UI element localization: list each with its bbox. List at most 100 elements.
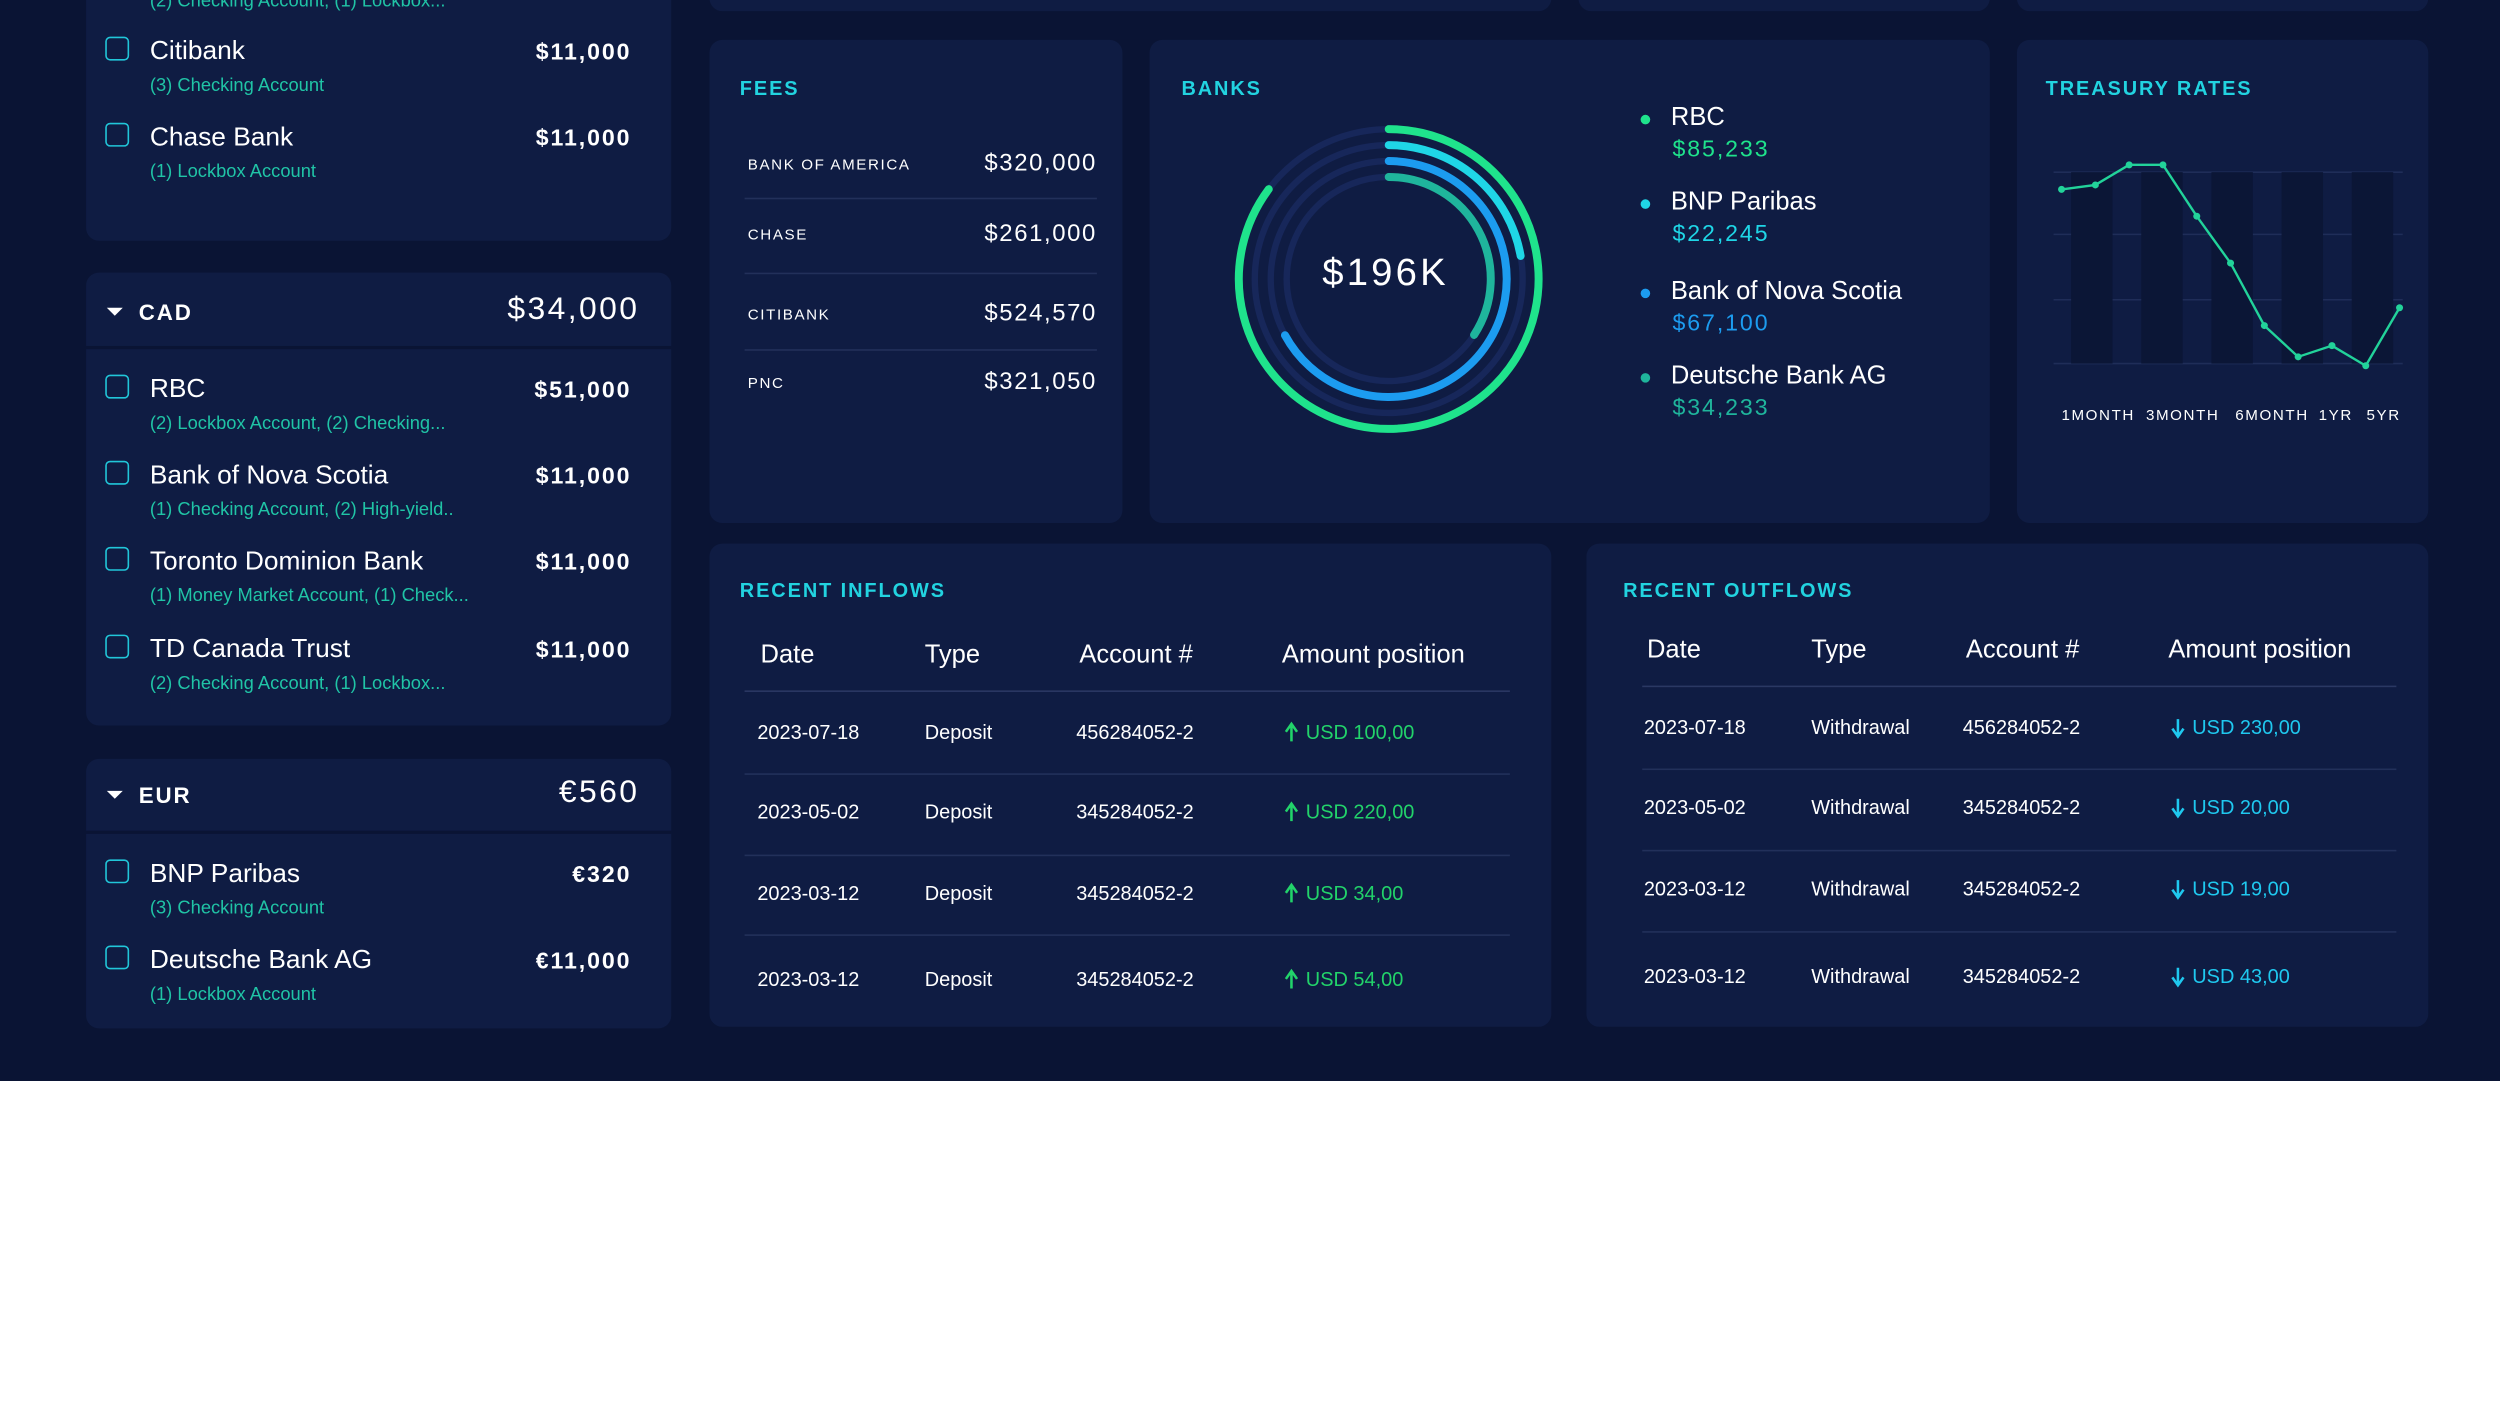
column-header: Type: [1811, 636, 1867, 664]
checkbox[interactable]: [105, 36, 130, 61]
account-subtitle: (1) Checking Account, (2) High-yield..: [149, 500, 454, 520]
top-card: [1578, 0, 1990, 12]
arrow-icon: [1284, 882, 1299, 903]
cell: 345284052-2: [1962, 796, 2081, 819]
account-subtitle: (1) Lockbox Account: [149, 162, 317, 182]
x-label: 1YR: [2318, 407, 2353, 425]
arrow-icon: [2171, 719, 2185, 739]
divider: [744, 934, 1510, 936]
account-subtitle: (2) Checking Account, (1) Lockbox...: [149, 0, 446, 12]
ring: [1384, 172, 1495, 339]
cell: Withdrawal: [1811, 796, 1910, 819]
amount: $11,000: [535, 464, 632, 490]
caret: [106, 790, 123, 799]
cell: 345284052-2: [1962, 877, 2081, 901]
caret: [106, 307, 123, 316]
fee-amount: $320,000: [984, 149, 1097, 177]
card-title: BANKS: [1181, 77, 1262, 100]
legend-value: $85,233: [1672, 137, 1770, 164]
card-title: RECENT OUTFLOWS: [1623, 579, 1854, 602]
checkbox[interactable]: [105, 859, 130, 884]
arrow-icon: [2171, 880, 2185, 900]
rate-point: [2362, 362, 2370, 370]
fee-bank: BANK OF AMERICA: [747, 156, 911, 175]
top-card: [2016, 0, 2429, 12]
currency: CAD: [138, 299, 193, 325]
account-subtitle: (2) Lockbox Account, (2) Checking...: [149, 414, 446, 434]
legend-name: Deutsche Bank AG: [1670, 362, 1887, 390]
bank-name: Bank of Nova Scotia: [149, 460, 389, 490]
checkbox[interactable]: [105, 122, 130, 147]
divider: [744, 349, 1097, 351]
bank-name: Toronto Dominion Bank: [149, 547, 424, 576]
divider: [1642, 849, 2397, 851]
bank-name: BNP Paribas: [149, 859, 301, 889]
bank-name: Citibank: [149, 36, 245, 66]
cell: Withdrawal: [1811, 716, 1910, 739]
cell: Withdrawal: [1811, 877, 1910, 901]
card-title: RECENT INFLOWS: [739, 579, 946, 602]
divider: [86, 345, 672, 350]
currency-total: $34,000: [507, 291, 640, 327]
inflows-card: [709, 543, 1552, 1027]
cell: USD 220,00: [1305, 801, 1415, 824]
checkbox[interactable]: [105, 460, 130, 485]
account-subtitle: (2) Checking Account, (1) Lockbox...: [149, 674, 446, 694]
cell: USD 100,00: [1305, 721, 1415, 744]
divider: [744, 690, 1510, 692]
checkbox[interactable]: [105, 634, 130, 659]
cell: Deposit: [924, 882, 993, 905]
bank-name: Chase Bank: [149, 122, 294, 152]
cell: 345284052-2: [1076, 882, 1194, 905]
column-band: [2281, 172, 2324, 364]
checkbox[interactable]: [105, 546, 130, 571]
checkbox[interactable]: [105, 374, 130, 399]
ring: [1384, 141, 1525, 260]
x-label: 6MONTH: [2235, 407, 2309, 425]
account-subtitle: (1) Money Market Account, (1) Check...: [149, 586, 469, 607]
rate-point: [2058, 185, 2066, 193]
cell: USD 19,00: [2192, 877, 2290, 901]
cell: 2023-03-12: [757, 882, 860, 905]
legend-dot: [1640, 373, 1651, 383]
cell: 2023-07-18: [757, 721, 860, 744]
amount: €11,000: [535, 949, 632, 975]
outflows-card: [1586, 543, 2429, 1027]
amount: $11,000: [535, 126, 632, 152]
column-header: Type: [924, 641, 981, 669]
divider: [744, 853, 1510, 856]
cell: 2023-05-02: [1643, 796, 1746, 819]
rate-point: [2193, 212, 2201, 220]
rate-point: [2159, 161, 2167, 169]
donut-total: $196K: [1322, 251, 1449, 295]
ring: [1280, 157, 1511, 401]
fees-card: [709, 39, 1123, 523]
column-header: Account #: [1965, 636, 2080, 664]
amount: $11,000: [535, 40, 632, 66]
account-subtitle: (1) Lockbox Account: [149, 985, 317, 1005]
divider: [744, 773, 1510, 775]
column-header: Amount position: [1281, 641, 1465, 669]
arrow-icon: [2171, 798, 2185, 819]
bank-name: Deutsche Bank AG: [149, 945, 373, 975]
cell: USD 20,00: [2192, 796, 2290, 819]
bank-name: RBC: [149, 374, 206, 404]
cell: Deposit: [924, 801, 993, 824]
cell: 2023-03-12: [757, 968, 860, 991]
column-header: Amount position: [2168, 636, 2352, 664]
legend-dot: [1640, 199, 1651, 209]
card-title: FEES: [739, 77, 800, 100]
fee-bank: CITIBANK: [747, 306, 831, 325]
cell: 345284052-2: [1076, 968, 1194, 991]
cell: 2023-07-18: [1643, 716, 1746, 739]
divider: [744, 197, 1097, 200]
fee-amount: $524,570: [984, 299, 1097, 327]
divider: [86, 830, 672, 834]
cell: USD 43,00: [2192, 965, 2290, 988]
fee-amount: $261,000: [984, 220, 1097, 248]
cell: 2023-03-12: [1643, 965, 1746, 988]
legend-value: $34,233: [1672, 395, 1770, 422]
checkbox[interactable]: [105, 945, 130, 970]
